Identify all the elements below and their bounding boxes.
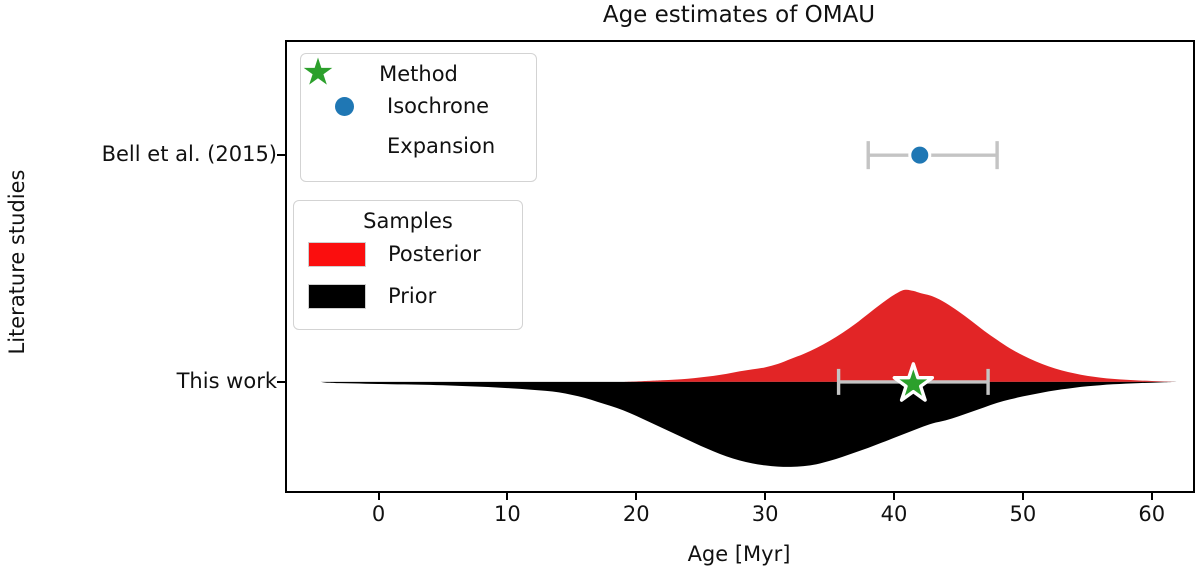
legend-method-title: Method	[379, 62, 458, 86]
x-tick-label: 0	[371, 502, 386, 526]
legend-item-label: Isochrone	[387, 94, 490, 118]
x-tick-label: 10	[494, 502, 521, 526]
legend-item-isochrone: Isochrone	[301, 86, 536, 126]
prior-swatch-icon	[308, 283, 366, 309]
x-tick-label: 60	[1138, 502, 1166, 526]
legend-item-posterior: Posterior	[294, 233, 522, 275]
x-tick-mark	[635, 493, 638, 500]
isochrone-circle-icon	[334, 96, 354, 116]
posterior-swatch-icon	[308, 241, 366, 267]
legend-item-prior: Prior	[294, 275, 522, 317]
legend-samples: Samples Posterior Prior	[293, 200, 523, 330]
x-tick-mark	[764, 493, 767, 500]
x-tick-mark	[506, 493, 509, 500]
y-tick-label-bell: Bell et al. (2015)	[101, 142, 277, 166]
x-tick-label: 40	[880, 502, 908, 526]
y-axis-label: Literature studies	[5, 169, 29, 355]
legend-item-expansion: Expansion	[301, 57, 536, 166]
chart-title: Age estimates of OMAU	[602, 2, 876, 28]
plot-area: Method Isochrone Expansion Samples Poste…	[285, 40, 1195, 493]
x-tick-label: 20	[622, 502, 650, 526]
y-tick-mark	[277, 154, 285, 156]
x-tick-mark	[1021, 493, 1024, 500]
legend-item-label: Prior	[388, 284, 437, 308]
y-tick-mark	[277, 381, 285, 383]
x-tick-mark	[377, 493, 380, 500]
x-tick-mark	[893, 493, 895, 500]
legend-method: Method Isochrone Expansion	[300, 53, 537, 182]
legend-samples-title: Samples	[363, 209, 453, 233]
x-axis-label: Age [Myr]	[687, 542, 791, 566]
plot-canvas	[320, 141, 1178, 467]
x-tick-label: 50	[1009, 502, 1037, 526]
legend-item-label: Expansion	[387, 134, 496, 158]
x-tick-mark	[1150, 493, 1153, 500]
expansion-star-icon	[303, 57, 333, 85]
legend-item-label: Posterior	[388, 242, 481, 266]
y-tick-label-this-work: This work	[176, 369, 277, 393]
x-tick-label: 30	[751, 502, 779, 526]
